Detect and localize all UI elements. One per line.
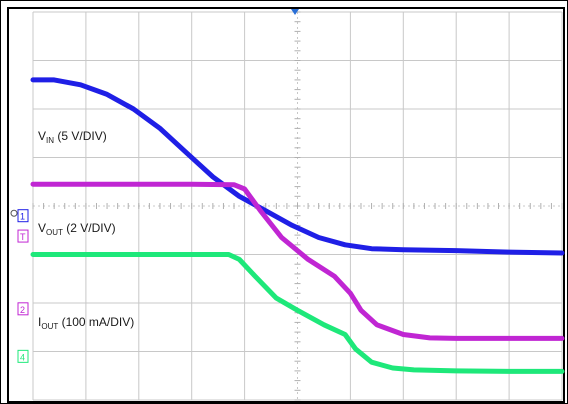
traces (30, 77, 565, 374)
plot-frame (7, 7, 565, 403)
channel-marker-label: T (20, 232, 26, 242)
channel-marker (17, 229, 29, 243)
ground-reference-icon (10, 209, 18, 217)
channel-markers: 1 T 2 4 (10, 209, 29, 363)
trigger-position-icon (291, 9, 299, 15)
iout-trace (30, 252, 565, 374)
channel-marker-label: 4 (20, 352, 25, 362)
channel-marker-label: 2 (20, 305, 25, 315)
iout-label: IOUT (100 mA/DIV) (38, 315, 134, 331)
vout-label: VOUT (2 V/DIV) (38, 221, 116, 237)
channel-marker-label: 1 (20, 212, 25, 222)
vout-trace (30, 181, 565, 341)
vin-label: VIN (5 V/DIV) (38, 129, 107, 145)
channel-marker (17, 302, 29, 316)
channel-marker (17, 349, 29, 363)
channel-marker (17, 209, 29, 223)
